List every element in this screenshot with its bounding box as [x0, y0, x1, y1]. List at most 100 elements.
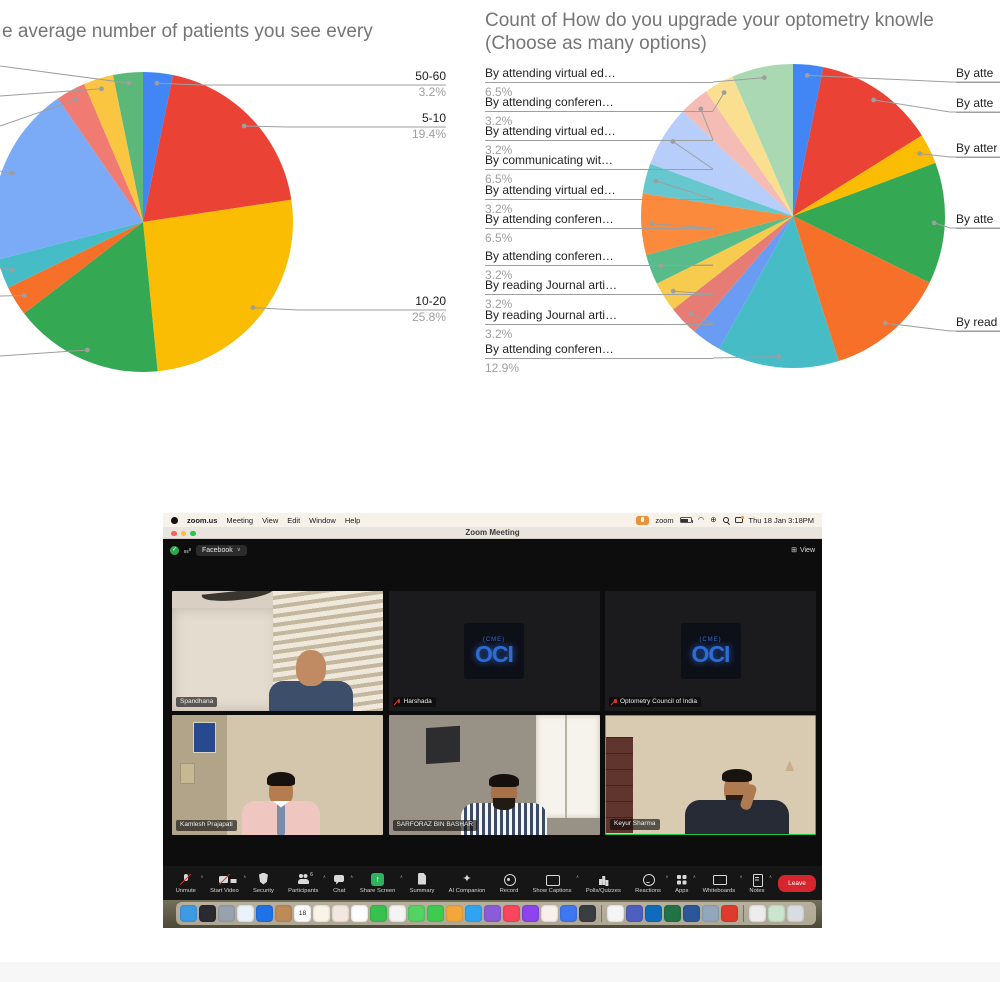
dock-camera-app-icon[interactable]	[427, 904, 444, 922]
pie-label-pct: 3.2%	[485, 114, 513, 128]
dock-launchpad-icon[interactable]	[218, 904, 235, 922]
dock-messages-icon[interactable]	[408, 904, 425, 922]
dock-acrobat-icon[interactable]	[721, 904, 738, 922]
toolbar-reactions[interactable]: Reactions ∧	[629, 873, 668, 894]
mic-in-use-indicator-icon[interactable]	[636, 515, 650, 525]
view-button[interactable]: ⊞ View	[791, 546, 815, 555]
toolbar-polls-quizzes[interactable]: Polls/Quizzes	[579, 873, 627, 894]
dock-reminders-icon[interactable]	[351, 904, 368, 922]
leader-line	[244, 125, 446, 128]
wifi-icon[interactable]: ◠	[697, 515, 705, 525]
apple-logo-icon[interactable]	[171, 516, 178, 524]
dock-notes-app-icon[interactable]	[313, 904, 330, 922]
dock-siri-icon[interactable]	[199, 904, 216, 922]
dock-files-icon[interactable]	[749, 904, 766, 922]
dock-remote-desktop-icon[interactable]	[702, 904, 719, 922]
dock-keynote-icon[interactable]	[484, 904, 501, 922]
menu-item-zoomus[interactable]: zoom.us	[187, 515, 218, 525]
chevron-up-icon[interactable]: ∧	[200, 873, 204, 879]
toolbar-summary[interactable]: Summary	[403, 873, 441, 894]
chevron-up-icon[interactable]: ∧	[575, 873, 580, 879]
menu-item-meeting[interactable]: Meeting	[226, 515, 254, 525]
toolbar-security[interactable]: Security	[246, 873, 280, 894]
control-center-icon[interactable]	[734, 516, 744, 523]
apps-icon	[675, 873, 688, 886]
leader-line	[0, 295, 25, 297]
menu-bar-clock[interactable]: Thu 18 Jan 3:18PM	[748, 515, 814, 525]
toolbar-show-captions[interactable]: Show Captions ∧	[526, 873, 580, 894]
fullscreen-button[interactable]	[190, 530, 196, 536]
dock-music-icon[interactable]	[503, 904, 520, 922]
dock-contacts-icon[interactable]	[275, 904, 292, 922]
toolbar-share-screen[interactable]: Share Screen ∧	[353, 872, 403, 894]
dock-outlook-icon[interactable]	[645, 904, 662, 922]
dock-settings-icon[interactable]	[579, 904, 596, 922]
input-source-icon[interactable]: ⊕	[710, 515, 717, 525]
battery-icon[interactable]	[679, 517, 694, 523]
video-tile-spandhana[interactable]: Spandhana	[172, 591, 383, 711]
video-tile-keyur-active-speaker[interactable]: Keyur Sharma	[605, 714, 816, 835]
leave-button[interactable]: Leave	[778, 874, 816, 892]
dock-mail-icon[interactable]	[256, 904, 273, 922]
zoom-meeting-screenshot: zoom.us Meeting View Edit Window Help zoom ◠ …	[163, 513, 822, 928]
toolbar-apps[interactable]: Apps ∧	[669, 873, 696, 894]
dock-calendar-icon[interactable]: 18	[294, 904, 311, 922]
people-icon	[297, 873, 310, 886]
video-tile-kamlesh[interactable]: Kamlesh Prajapati	[172, 714, 383, 835]
toolbar-whiteboards[interactable]: Whiteboards ∧	[696, 873, 743, 894]
toolbar-label: Whiteboards	[702, 887, 736, 894]
menu-item-window[interactable]: Window	[309, 515, 336, 525]
toolbar-unmute[interactable]: Unmute ∧	[169, 873, 204, 894]
chevron-up-icon[interactable]: ∧	[350, 873, 354, 879]
toolbar-participants[interactable]: 6 Participants ∧	[282, 872, 327, 894]
dock-facetime-icon[interactable]	[370, 904, 387, 922]
chevron-up-icon[interactable]: ∧	[768, 873, 773, 879]
search-icon[interactable]	[722, 517, 729, 523]
dock-podcasts-icon[interactable]	[522, 904, 539, 922]
chevron-up-icon[interactable]: ∧	[665, 873, 669, 879]
dock-excel-icon[interactable]	[664, 904, 681, 922]
video-tile-optometry-council[interactable]: (CME) OCI Optometry Council of India	[605, 591, 816, 711]
dock-app-store-icon[interactable]	[560, 904, 577, 922]
close-button[interactable]	[171, 530, 177, 536]
encryption-shield-icon[interactable]: ✓	[170, 545, 179, 555]
toolbar-label: Chat	[333, 887, 346, 894]
dock-teams-icon[interactable]	[626, 904, 643, 922]
chevron-up-icon[interactable]: ∧	[399, 873, 403, 879]
toolbar-start-video[interactable]: Start Video ∧	[204, 873, 246, 894]
dock-photos-icon[interactable]	[389, 904, 406, 922]
oci-logo-sub: (CME)	[482, 636, 506, 643]
video-tile-harshada[interactable]: (CME) OCI Harshada	[388, 591, 600, 711]
smile-icon	[642, 873, 656, 886]
leader-line	[672, 141, 714, 170]
window-title: Zoom Meeting	[465, 528, 520, 537]
pie-label-pct: 6.5%	[485, 85, 513, 99]
toolbar-record[interactable]: Record	[493, 873, 525, 894]
chevron-up-icon[interactable]: ∧	[243, 873, 247, 879]
video-tile-sarforaz[interactable]: SARFORAZ BIN BASHAR	[388, 714, 600, 835]
dock-chrome-icon[interactable]	[607, 904, 624, 922]
chevron-up-icon[interactable]: ∧	[322, 873, 327, 879]
dock-word-icon[interactable]	[683, 904, 700, 922]
chevron-up-icon[interactable]: ∧	[692, 873, 696, 879]
pie-label-pct: 25.8%	[411, 310, 446, 324]
dock-finder-icon[interactable]	[180, 904, 197, 922]
chevron-up-icon[interactable]: ∧	[739, 873, 743, 879]
menu-item-view[interactable]: View	[262, 515, 279, 525]
video-grid: Spandhana (CME) OCI Harshada	[172, 591, 816, 835]
dock-numbers-icon[interactable]	[465, 904, 482, 922]
dock-snowflake-app-icon[interactable]	[541, 904, 558, 922]
dock-stocks-icon[interactable]	[332, 904, 349, 922]
dock-calculator-icon[interactable]	[768, 904, 785, 922]
channel-selector[interactable]: Facebook ∨	[196, 544, 247, 556]
leader-line	[690, 313, 714, 325]
toolbar-notes[interactable]: Notes ∧	[743, 873, 773, 894]
menu-item-help[interactable]: Help	[344, 515, 361, 525]
dock-trash-icon[interactable]	[787, 904, 804, 922]
minimize-button[interactable]	[180, 530, 186, 536]
dock-pencil-app-icon[interactable]	[446, 904, 463, 922]
menu-item-edit[interactable]: Edit	[287, 515, 301, 525]
dock-safari-icon[interactable]	[237, 904, 254, 922]
toolbar-ai-companion[interactable]: AI Companion	[442, 873, 492, 894]
toolbar-chat[interactable]: Chat ∧	[326, 873, 354, 894]
